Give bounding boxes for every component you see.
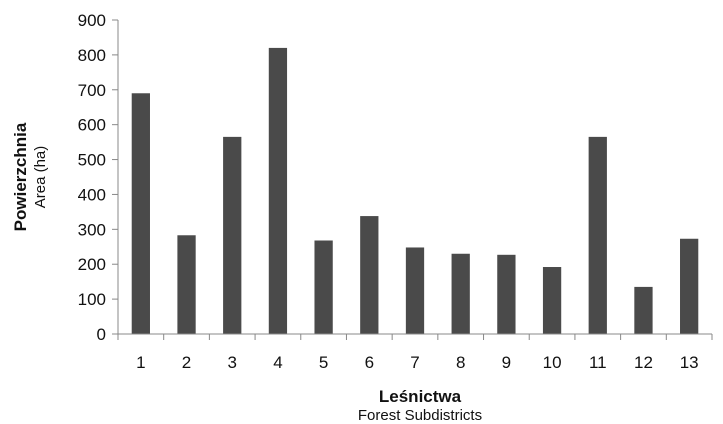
axes (117, 20, 712, 335)
y-axis-title-sub-group: Area (ha) (32, 146, 49, 209)
bar (131, 93, 150, 335)
bar (223, 136, 242, 334)
bar (177, 235, 196, 334)
y-axis-title-main: Powierzchnia (11, 122, 30, 231)
x-tick-label: 12 (634, 353, 653, 372)
bar (497, 254, 516, 334)
bar (634, 286, 653, 334)
y-tick-label: 100 (78, 290, 106, 309)
x-tick-label: 11 (589, 353, 607, 372)
x-axis-title-main: Leśnictwa (379, 387, 462, 406)
x-tick-label: 1 (136, 353, 145, 372)
x-axis-title-sub: Forest Subdistricts (358, 407, 482, 424)
x-tick-label: 6 (365, 353, 374, 372)
bar-series (131, 47, 699, 335)
x-tick-label: 3 (227, 353, 236, 372)
x-tick-label: 8 (456, 353, 465, 372)
y-tick-label: 900 (78, 11, 106, 30)
bar (314, 240, 333, 334)
x-axis-ticks: 1 2 3 4 5 6 7 8 9 10 11 12 13 (117, 334, 713, 372)
y-tick-label: 600 (78, 116, 106, 135)
bar (268, 47, 288, 335)
x-tick-label: 5 (319, 353, 328, 372)
y-axis-title: Powierzchnia (11, 122, 30, 231)
bar (680, 238, 699, 334)
x-tick-label: 13 (680, 353, 699, 372)
y-axis-ticks: 0 100 200 300 400 500 600 700 800 900 (78, 11, 118, 344)
y-tick-label: 800 (78, 46, 106, 65)
y-tick-label: 500 (78, 151, 106, 170)
x-tick-label: 7 (410, 353, 419, 372)
bar (360, 216, 379, 334)
y-tick-label: 200 (78, 255, 106, 274)
y-axis-title-sub: Area (ha) (32, 146, 49, 209)
x-tick-label: 4 (273, 353, 282, 372)
bar (588, 136, 607, 334)
x-tick-label: 9 (502, 353, 511, 372)
y-tick-label: 700 (78, 81, 106, 100)
y-tick-label: 300 (78, 220, 106, 239)
x-tick-label: 2 (182, 353, 191, 372)
bar (405, 247, 425, 334)
bar (542, 267, 562, 334)
y-tick-label: 400 (78, 185, 106, 204)
y-tick-label: 0 (97, 325, 106, 344)
x-tick-label: 10 (543, 353, 562, 372)
bar (451, 253, 470, 334)
